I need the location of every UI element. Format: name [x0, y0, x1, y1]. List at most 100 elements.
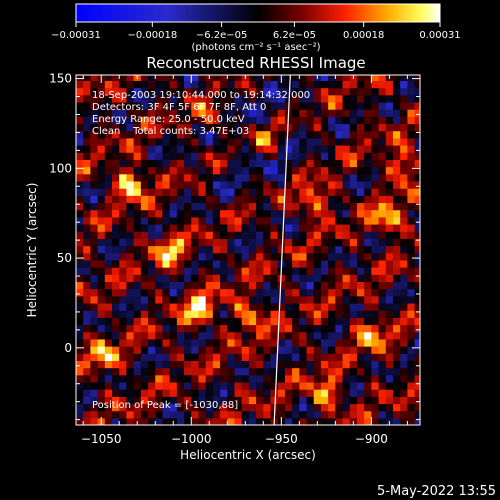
heatmap-cell — [292, 209, 300, 218]
heatmap-cell — [155, 274, 164, 283]
heatmap-cell — [256, 410, 264, 419]
heatmap-cell — [414, 389, 420, 397]
heatmap-cell — [277, 317, 286, 326]
heatmap-cell — [313, 202, 322, 211]
heatmap-cell — [371, 410, 380, 419]
heatmap-cell — [256, 231, 264, 239]
heatmap-cell — [248, 331, 257, 340]
heatmap-cell — [342, 231, 351, 239]
heatmap-cell — [313, 317, 322, 326]
heatmap-cell — [176, 223, 185, 232]
heatmap-cell — [227, 396, 236, 405]
heatmap-cell — [220, 389, 228, 397]
heatmap-cell — [371, 259, 380, 268]
heatmap-cell — [205, 252, 214, 261]
heatmap-cell — [176, 180, 185, 189]
heatmap-cell — [90, 331, 99, 340]
heatmap-cell — [364, 389, 372, 397]
heatmap-cell — [270, 109, 279, 117]
heatmap-cell — [342, 267, 351, 275]
heatmap-cell — [248, 281, 257, 290]
heatmap-cell — [155, 209, 164, 218]
heatmap-cell — [220, 75, 228, 81]
heatmap-cell — [349, 101, 358, 110]
heatmap-cell — [299, 288, 308, 297]
heatmap-cell — [292, 353, 300, 361]
heatmap-cell — [328, 381, 336, 390]
heatmap-cell — [212, 281, 221, 290]
heatmap-cell — [335, 231, 344, 239]
heatmap-cell — [342, 209, 351, 218]
heatmap-cell — [119, 94, 128, 103]
heatmap-cell — [313, 346, 322, 354]
heatmap-cell — [212, 346, 221, 354]
heatmap-cell — [234, 94, 243, 103]
heatmap-cell — [104, 173, 113, 182]
heatmap-cell — [83, 159, 91, 168]
heatmap-cell — [335, 180, 344, 189]
heatmap-cell — [292, 223, 300, 232]
heatmap-cell — [234, 245, 243, 254]
heatmap-cell — [162, 94, 171, 103]
heatmap-cell — [299, 216, 308, 225]
heatmap-cell — [184, 267, 192, 275]
heatmap-cell — [83, 101, 91, 110]
heatmap-cell — [356, 231, 365, 239]
heatmap-cell — [356, 310, 365, 318]
heatmap-cell — [234, 259, 243, 268]
heatmap-cell — [277, 188, 286, 196]
heatmap-cell — [392, 180, 401, 189]
heatmap-cell — [385, 324, 394, 333]
heatmap-cell — [356, 367, 365, 376]
heatmap-cell — [148, 159, 156, 168]
heatmap-cell — [119, 87, 128, 96]
heatmap-cell — [292, 159, 300, 168]
heatmap-cell — [220, 381, 228, 390]
heatmap-cell — [335, 403, 344, 412]
heatmap-cell — [306, 310, 315, 318]
heatmap-cell — [349, 374, 358, 383]
heatmap-cell — [234, 396, 243, 405]
heatmap-cell — [400, 94, 408, 103]
heatmap-cell — [400, 302, 408, 311]
heatmap-cell — [90, 381, 99, 390]
heatmap-cell — [90, 101, 99, 110]
heatmap-cell — [400, 109, 408, 117]
heatmap-cell — [220, 180, 228, 189]
heatmap-cell — [320, 166, 329, 175]
heatmap-cell — [392, 231, 401, 239]
heatmap-cell — [220, 403, 228, 412]
heatmap-cell — [97, 80, 106, 89]
heatmap-cell — [155, 338, 164, 347]
heatmap-cell — [169, 101, 178, 110]
heatmap-cell — [140, 353, 149, 361]
heatmap-cell — [313, 267, 322, 275]
heatmap-cell — [328, 302, 336, 311]
heatmap-cell — [184, 317, 192, 326]
heatmap-cell — [198, 223, 207, 232]
heatmap-cell — [191, 374, 200, 383]
heatmap-cell — [400, 145, 408, 153]
heatmap-cell — [356, 180, 365, 189]
heatmap-cell — [385, 223, 394, 232]
heatmap-cell — [378, 331, 387, 340]
heatmap-cell — [284, 338, 293, 347]
heatmap-cell — [148, 331, 156, 340]
heatmap-cell — [349, 195, 358, 204]
heatmap-cell — [169, 94, 178, 103]
heatmap-cell — [191, 173, 200, 182]
heatmap-cell — [313, 245, 322, 254]
heatmap-cell — [227, 367, 236, 376]
heatmap-cell — [162, 396, 171, 405]
heatmap-cell — [378, 317, 387, 326]
heatmap-cell — [248, 396, 257, 405]
heatmap-cell — [90, 188, 99, 196]
heatmap-cell — [162, 188, 171, 196]
heatmap-cell — [349, 109, 358, 117]
heatmap-cell — [328, 353, 336, 361]
heatmap-cell — [248, 360, 257, 369]
heatmap-cell — [385, 116, 394, 125]
heatmap-cell — [133, 374, 142, 383]
heatmap-cell — [90, 123, 99, 132]
heatmap-cell — [407, 310, 416, 318]
